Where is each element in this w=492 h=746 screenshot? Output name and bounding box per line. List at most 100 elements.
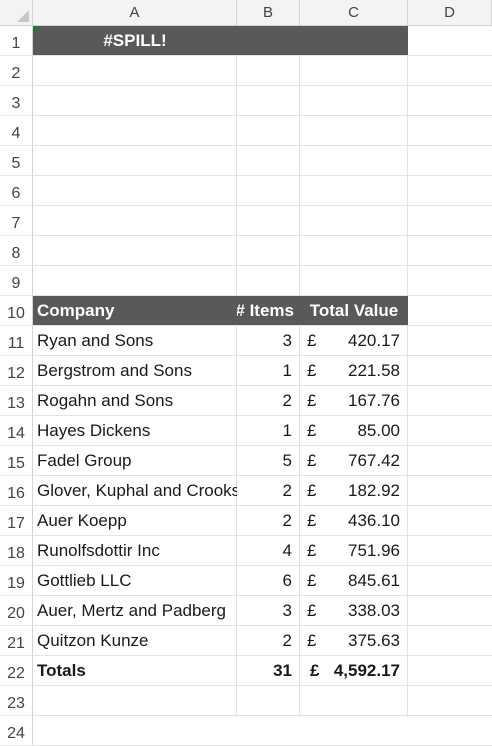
row-header-4[interactable]: 4 [0, 116, 33, 146]
column-header-a[interactable]: A [33, 0, 237, 26]
company-cell[interactable]: Hayes Dickens [33, 416, 237, 446]
column-header-c[interactable]: C [300, 0, 408, 26]
currency-cell[interactable]: £ [300, 596, 340, 626]
items-cell[interactable]: 1 [237, 416, 300, 446]
cell-grid[interactable]: #SPILL! Company # Items Total Value Ryan and… [33, 26, 492, 746]
items-cell-text: 4 [282, 541, 292, 560]
spill-error-cell[interactable]: #SPILL! [33, 26, 237, 56]
currency-cell-text: £ [307, 391, 317, 410]
row-header-16[interactable]: 16 [0, 476, 33, 506]
row-header-13[interactable]: 13 [0, 386, 33, 416]
company-cell[interactable]: Runolfsdottir Inc [33, 536, 237, 566]
currency-cell-text: £ [307, 421, 317, 440]
items-cell[interactable]: 2 [237, 386, 300, 416]
header-company[interactable]: Company [33, 296, 237, 326]
currency-cell[interactable]: £ [300, 386, 340, 416]
company-cell[interactable]: Fadel Group [33, 446, 237, 476]
currency-cell[interactable]: £ [300, 446, 340, 476]
company-cell-text: Glover, Kuphal and Crooks [37, 481, 237, 500]
totals-currency[interactable]: £ [300, 656, 340, 686]
value-cell[interactable]: 221.58 [300, 356, 408, 386]
currency-cell[interactable]: £ [300, 356, 340, 386]
row-header-19[interactable]: 19 [0, 566, 33, 596]
totals-value-text: 4,592.17 [333, 661, 400, 680]
totals-label[interactable]: Totals [33, 656, 237, 686]
items-cell[interactable]: 4 [237, 536, 300, 566]
items-cell[interactable]: 6 [237, 566, 300, 596]
company-cell[interactable]: Bergstrom and Sons [33, 356, 237, 386]
value-cell[interactable]: 338.03 [300, 596, 408, 626]
totals-items[interactable]: 31 [237, 656, 300, 686]
row-header-6[interactable]: 6 [0, 176, 33, 206]
currency-cell[interactable]: £ [300, 506, 340, 536]
items-cell[interactable]: 2 [237, 626, 300, 656]
totals-value[interactable]: 4,592.17 [300, 656, 408, 686]
items-cell-text: 3 [282, 331, 292, 350]
row-number: 24 [7, 725, 25, 742]
items-cell[interactable]: 5 [237, 446, 300, 476]
value-cell[interactable]: 182.92 [300, 476, 408, 506]
row-header-2[interactable]: 2 [0, 56, 33, 86]
row-header-18[interactable]: 18 [0, 536, 33, 566]
currency-cell-text: £ [307, 631, 317, 650]
row-header-23[interactable]: 23 [0, 686, 33, 716]
row-header-15[interactable]: 15 [0, 446, 33, 476]
row-header-3[interactable]: 3 [0, 86, 33, 116]
column-header-d[interactable]: D [408, 0, 492, 26]
value-cell[interactable]: 420.17 [300, 326, 408, 356]
select-all-button[interactable] [0, 0, 33, 26]
company-cell[interactable]: Auer, Mertz and Padberg [33, 596, 237, 626]
value-cell[interactable]: 436.10 [300, 506, 408, 536]
row-number: 13 [7, 395, 25, 412]
items-cell[interactable]: 2 [237, 476, 300, 506]
currency-cell[interactable]: £ [300, 476, 340, 506]
value-cell[interactable]: 751.96 [300, 536, 408, 566]
company-cell[interactable]: Ryan and Sons [33, 326, 237, 356]
currency-cell[interactable]: £ [300, 566, 340, 596]
row-header-5[interactable]: 5 [0, 146, 33, 176]
row-header-21[interactable]: 21 [0, 626, 33, 656]
items-cell[interactable]: 1 [237, 356, 300, 386]
company-cell-text: Fadel Group [37, 451, 132, 470]
items-cell[interactable]: 2 [237, 506, 300, 536]
company-cell[interactable]: Quitzon Kunze [33, 626, 237, 656]
row-number: 10 [7, 305, 25, 322]
row-header-20[interactable]: 20 [0, 596, 33, 626]
company-cell[interactable]: Auer Koepp [33, 506, 237, 536]
items-cell[interactable]: 3 [237, 326, 300, 356]
row-header-14[interactable]: 14 [0, 416, 33, 446]
grid-line-horizontal [33, 685, 492, 686]
row-header-22[interactable]: 22 [0, 656, 33, 686]
grid-line-horizontal [33, 715, 492, 716]
header-items[interactable]: # Items [237, 296, 300, 326]
value-cell[interactable]: 767.42 [300, 446, 408, 476]
company-cell-text: Auer, Mertz and Padberg [37, 601, 227, 620]
row-number: 5 [11, 155, 21, 172]
row-header-17[interactable]: 17 [0, 506, 33, 536]
row-header-7[interactable]: 7 [0, 206, 33, 236]
currency-cell[interactable]: £ [300, 416, 340, 446]
value-cell[interactable]: 375.63 [300, 626, 408, 656]
value-cell[interactable]: 845.61 [300, 566, 408, 596]
currency-cell[interactable]: £ [300, 626, 340, 656]
row-header-9[interactable]: 9 [0, 266, 33, 296]
items-cell[interactable]: 3 [237, 596, 300, 626]
row-header-8[interactable]: 8 [0, 236, 33, 266]
row-header-1[interactable]: 1 [0, 26, 33, 56]
value-cell[interactable]: 85.00 [300, 416, 408, 446]
company-cell[interactable]: Gottlieb LLC [33, 566, 237, 596]
company-cell[interactable]: Glover, Kuphal and Crooks [33, 476, 237, 506]
row-header-24[interactable]: 24 [0, 716, 33, 746]
currency-cell[interactable]: £ [300, 536, 340, 566]
row-header-10[interactable]: 10 [0, 296, 33, 326]
column-header-b[interactable]: B [237, 0, 300, 26]
row-header-12[interactable]: 12 [0, 356, 33, 386]
currency-cell[interactable]: £ [300, 326, 340, 356]
items-cell-text: 1 [282, 421, 292, 440]
row-number: 23 [7, 695, 25, 712]
header-total-value[interactable]: Total Value [300, 296, 408, 326]
totals-label-text: Totals [37, 661, 86, 680]
company-cell[interactable]: Rogahn and Sons [33, 386, 237, 416]
row-header-11[interactable]: 11 [0, 326, 33, 356]
value-cell[interactable]: 167.76 [300, 386, 408, 416]
